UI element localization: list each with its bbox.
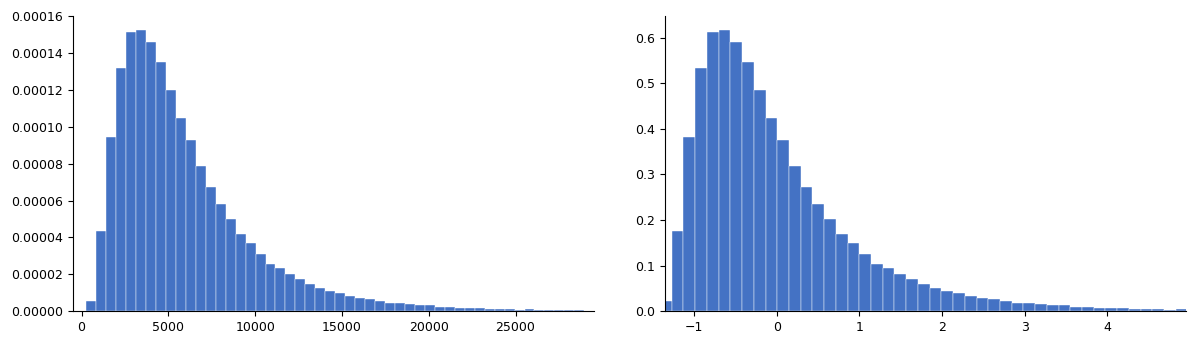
Bar [906, 279, 918, 311]
Bar [356, 298, 365, 311]
Bar [859, 254, 871, 311]
Bar [186, 140, 196, 311]
Bar [375, 301, 385, 311]
Bar [1070, 307, 1082, 311]
Bar [315, 288, 326, 311]
Bar [1163, 309, 1175, 311]
Bar [485, 309, 494, 311]
Bar [1141, 309, 1153, 311]
Bar [86, 301, 96, 311]
Bar [977, 298, 989, 311]
Bar [730, 42, 742, 311]
Bar [777, 140, 789, 311]
Bar [1094, 307, 1106, 311]
Bar [825, 219, 836, 311]
Bar [296, 279, 305, 311]
Bar [1117, 308, 1129, 311]
Bar [1187, 309, 1197, 311]
Bar [766, 118, 777, 311]
Bar [1106, 308, 1117, 311]
Bar [813, 204, 825, 311]
Bar [894, 274, 906, 311]
Bar [836, 234, 847, 311]
Bar [683, 137, 695, 311]
Bar [335, 293, 345, 311]
Bar [930, 288, 941, 311]
Bar [445, 307, 455, 311]
Bar [206, 187, 215, 311]
Bar [494, 309, 505, 311]
Bar [989, 299, 999, 311]
Bar [742, 62, 754, 311]
Bar [405, 304, 415, 311]
Bar [475, 308, 485, 311]
Bar [116, 68, 126, 311]
Bar [1129, 309, 1141, 311]
Bar [96, 231, 107, 311]
Bar [455, 307, 464, 311]
Bar [660, 301, 672, 311]
Bar [707, 32, 718, 311]
Bar [415, 305, 425, 311]
Bar [575, 310, 584, 311]
Bar [266, 264, 275, 311]
Bar [395, 303, 405, 311]
Bar [236, 234, 245, 311]
Bar [545, 309, 554, 311]
Bar [285, 274, 296, 311]
Bar [918, 284, 930, 311]
Bar [789, 166, 801, 311]
Bar [801, 187, 813, 311]
Bar [1082, 307, 1094, 311]
Bar [564, 310, 575, 311]
Bar [1047, 305, 1058, 311]
Bar [554, 310, 564, 311]
Bar [524, 309, 535, 311]
Bar [953, 293, 965, 311]
Bar [871, 264, 882, 311]
Bar [146, 42, 156, 311]
Bar [326, 291, 335, 311]
Bar [941, 291, 953, 311]
Bar [965, 296, 977, 311]
Bar [718, 30, 730, 311]
Bar [1153, 309, 1163, 311]
Bar [166, 90, 176, 311]
Bar [464, 308, 475, 311]
Bar [1058, 305, 1070, 311]
Bar [515, 309, 524, 311]
Bar [365, 299, 375, 311]
Bar [385, 303, 395, 311]
Bar [156, 62, 166, 311]
Bar [847, 243, 859, 311]
Bar [425, 305, 435, 311]
Bar [535, 309, 545, 311]
Bar [196, 166, 206, 311]
Bar [245, 243, 256, 311]
Bar [226, 219, 236, 311]
Bar [176, 118, 186, 311]
Bar [305, 284, 315, 311]
Bar [215, 204, 226, 311]
Bar [1175, 309, 1187, 311]
Bar [999, 301, 1011, 311]
Bar [136, 30, 146, 311]
Bar [435, 307, 445, 311]
Bar [1023, 303, 1035, 311]
Bar [505, 309, 515, 311]
Bar [275, 268, 285, 311]
Bar [754, 90, 766, 311]
Bar [882, 268, 894, 311]
Bar [345, 296, 356, 311]
Bar [1035, 304, 1047, 311]
Bar [107, 137, 116, 311]
Bar [256, 254, 266, 311]
Bar [695, 68, 707, 311]
Bar [126, 32, 136, 311]
Bar [672, 231, 683, 311]
Bar [1011, 303, 1023, 311]
